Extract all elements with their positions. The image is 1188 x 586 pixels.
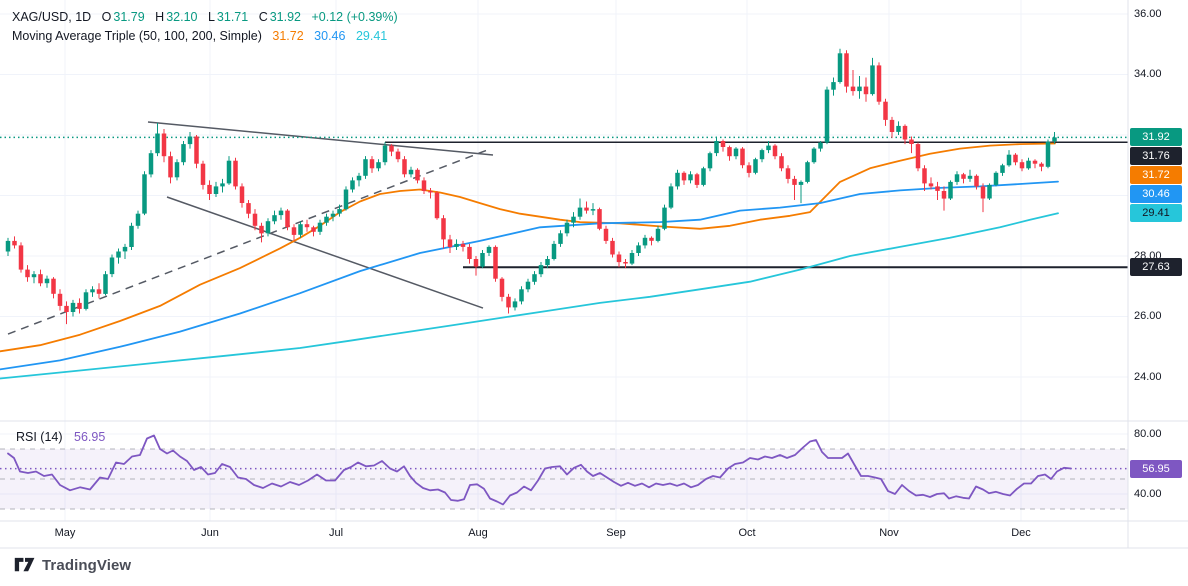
price-axis-label: 34.00 [1134,68,1162,80]
low-label: L [207,10,215,24]
rsi-plot [7,434,1072,506]
symbol-legend-row[interactable]: XAG/USD, 1D O 31.79 H 32.10 L 31.71 C 31.92 … [12,8,398,27]
price-badge-31.92: 31.92 [1130,128,1182,147]
rsi-line [7,434,1072,506]
ma50-line [0,142,1056,353]
ma100-line [0,180,1059,371]
moving-averages [0,142,1059,380]
time-axis-label-nov: Nov [879,527,899,539]
low-value: 31.71 [216,10,249,24]
rsi-axis-label: 80.00 [1134,427,1162,440]
indicator-legend-row[interactable]: Moving Average Triple (50, 100, 200, Sim… [12,27,398,46]
time-axis-label-may: May [54,527,76,539]
ma50-value: 31.72 [272,29,304,43]
rsi-value: 56.95 [74,430,106,444]
time-axis-label-aug: Aug [468,527,488,539]
rsi-band [0,448,1128,510]
ma200-value: 29.41 [355,29,388,43]
time-axis-label-sep: Sep [606,527,626,539]
trendlines-and-levels [0,121,1128,335]
symbol-title: XAG/USD, 1D [12,10,92,24]
price-badge-31.72: 31.72 [1130,166,1182,185]
rsi-title: RSI (14) [16,430,63,444]
indicator-title: Moving Average Triple (50, 100, 200, Sim… [12,29,262,43]
price-badge-30.46: 30.46 [1130,185,1182,204]
close-label: C [258,10,268,24]
pane-separators [0,0,1188,549]
price-badge-27.63: 27.63 [1130,258,1182,277]
price-badge-31.76: 31.76 [1130,147,1182,166]
open-label: O [101,10,112,24]
candles-layer [5,48,1057,325]
time-axis-label-oct: Oct [738,527,756,539]
time-axis-label-jun: Jun [201,527,219,539]
price-axis-label: 24.00 [1134,370,1162,383]
tradingview-attribution[interactable]: TradingView [14,556,131,574]
high-value: 32.10 [166,10,198,24]
time-axis-label-jul: Jul [328,527,344,539]
open-value: 31.79 [113,10,145,24]
time-axis-label-dec: Dec [1011,527,1031,539]
ma200-line [0,212,1059,380]
rsi-legend-row[interactable]: RSI (14) 56.95 [16,430,105,444]
tradingview-logo-icon [14,557,35,572]
legend: XAG/USD, 1D O 31.79 H 32.10 L 31.71 C 31.92 … [12,8,398,46]
price-axis-label: 26.00 [1134,310,1162,322]
ma100-value: 30.46 [314,29,346,43]
gridlines [0,0,1128,521]
price-badge-29.41: 29.41 [1130,204,1182,223]
tradingview-logo-text: TradingView [42,556,132,574]
rsi-badge: 56.95 [1130,459,1182,478]
close-value: 31.92 [269,10,301,24]
rsi-axis-label: 40.00 [1134,487,1162,500]
price-axis-label: 36.00 [1134,7,1162,20]
change-value: +0.12 (+0.39%) [311,10,398,24]
high-label: H [155,10,165,24]
